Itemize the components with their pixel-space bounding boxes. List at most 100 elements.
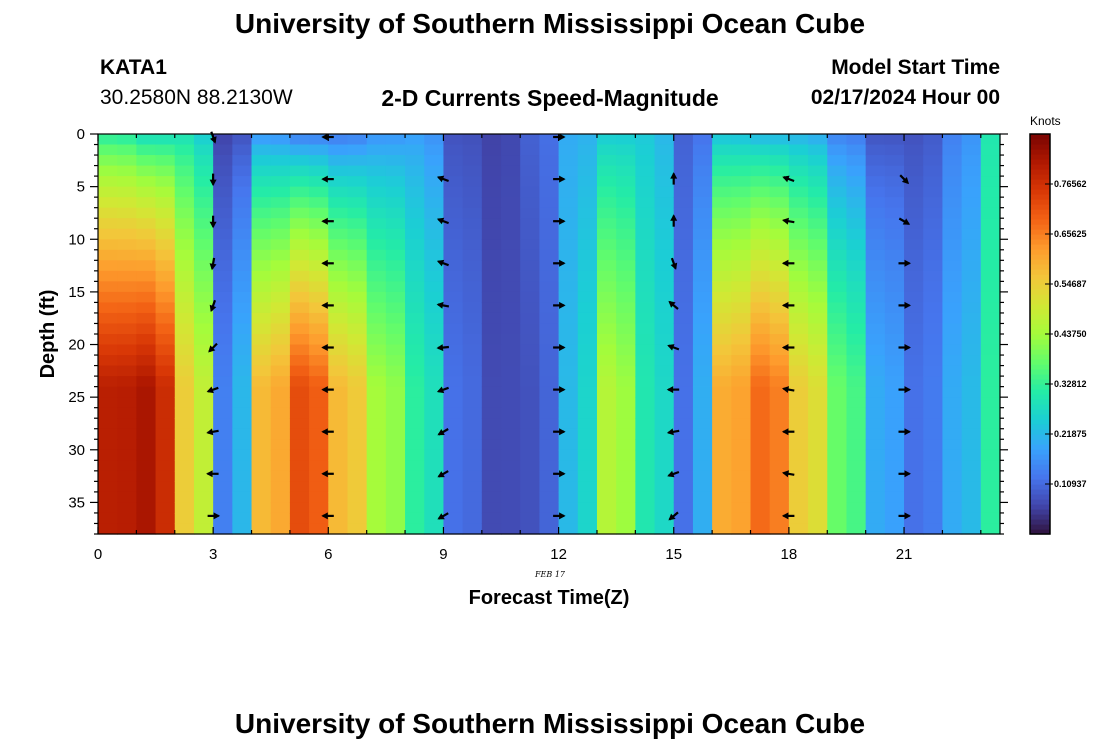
- heatmap-cell: [155, 323, 176, 335]
- heatmap-cell: [788, 270, 809, 282]
- heatmap-cell: [923, 355, 944, 367]
- heatmap-cell: [846, 270, 867, 282]
- heatmap-cell: [289, 228, 310, 240]
- heatmap-cell: [539, 134, 560, 146]
- heatmap-cell: [366, 512, 387, 525]
- heatmap-cell: [443, 218, 464, 230]
- heatmap-cell: [251, 502, 272, 514]
- heatmap-cell: [558, 512, 579, 525]
- heatmap-cell: [635, 460, 656, 472]
- heatmap-cell: [328, 291, 349, 304]
- heatmap-cell: [788, 239, 809, 251]
- heatmap-cell: [923, 439, 944, 451]
- heatmap-cell: [462, 439, 483, 451]
- heatmap-cell: [904, 197, 924, 209]
- heatmap-cell: [213, 439, 233, 451]
- heatmap-cell: [827, 481, 848, 493]
- heatmap-cell: [213, 249, 233, 261]
- heatmap-cell: [808, 239, 828, 251]
- heatmap-cell: [596, 439, 617, 451]
- heatmap-cell: [961, 218, 982, 230]
- heatmap-cell: [884, 481, 905, 493]
- colorbar-band: [1030, 249, 1050, 255]
- heatmap-cell: [501, 176, 521, 188]
- heatmap-cell: [980, 144, 1001, 156]
- heatmap-cell: [635, 376, 656, 388]
- heatmap-cell: [616, 176, 636, 188]
- heatmap-cell: [213, 312, 233, 325]
- heatmap-cell: [539, 323, 560, 335]
- heatmap-cell: [270, 249, 291, 261]
- heatmap-cell: [980, 302, 1001, 314]
- colorbar-band: [1030, 174, 1050, 180]
- heatmap-cell: [558, 376, 579, 388]
- heatmap-cell: [193, 165, 214, 177]
- heatmap-cell: [750, 176, 771, 188]
- heatmap-cell: [481, 355, 502, 367]
- heatmap-cell: [309, 460, 329, 472]
- heatmap-cell: [98, 228, 118, 240]
- heatmap-cell: [424, 491, 445, 504]
- heatmap-cell: [712, 165, 732, 177]
- heatmap-cell: [923, 155, 944, 167]
- heatmap-cell: [788, 312, 809, 325]
- heatmap-cell: [405, 449, 425, 461]
- heatmap-cell: [731, 502, 752, 514]
- current-arrow: [898, 259, 911, 267]
- heatmap-cell: [405, 186, 425, 198]
- heatmap-cell: [865, 470, 886, 482]
- x-tick-label: 0: [94, 546, 102, 563]
- colorbar-band: [1030, 384, 1050, 390]
- heatmap-cell: [539, 176, 560, 188]
- heatmap-cell: [347, 460, 368, 472]
- heatmap-cell: [942, 523, 963, 535]
- heatmap-cell: [520, 270, 540, 282]
- heatmap-cell: [136, 197, 157, 209]
- heatmap-cell: [750, 155, 771, 167]
- heatmap-cell: [731, 165, 752, 177]
- heatmap-cell: [117, 460, 137, 472]
- heatmap-cell: [635, 439, 656, 451]
- heatmap-cell: [616, 144, 636, 156]
- heatmap-cell: [232, 365, 253, 377]
- heatmap-cell: [692, 355, 713, 367]
- heatmap-cell: [731, 512, 752, 525]
- heatmap-cell: [443, 176, 464, 188]
- current-arrow: [898, 344, 911, 351]
- heatmap-cell: [117, 197, 137, 209]
- heatmap-cell: [98, 428, 118, 440]
- heatmap-cell: [616, 186, 636, 198]
- heatmap-cell: [520, 186, 540, 198]
- heatmap-cell: [788, 334, 809, 346]
- heatmap-cell: [155, 502, 176, 514]
- heatmap-cell: [577, 249, 598, 261]
- heatmap-cell: [443, 239, 464, 251]
- heatmap-cell: [347, 197, 368, 209]
- heatmap-cell: [193, 312, 214, 325]
- heatmap-cell: [846, 218, 867, 230]
- heatmap-cell: [750, 470, 771, 482]
- heatmap-cell: [366, 218, 387, 230]
- heatmap-cell: [520, 386, 540, 398]
- heatmap-cell: [385, 386, 406, 398]
- heatmap-cell: [462, 134, 483, 146]
- heatmap-cell: [750, 312, 771, 325]
- colorbar-band: [1030, 189, 1050, 195]
- heatmap-cell: [117, 470, 137, 482]
- heatmap-cell: [904, 207, 924, 219]
- heatmap-cell: [884, 165, 905, 177]
- heatmap-cell: [328, 439, 349, 451]
- heatmap-cell: [328, 249, 349, 261]
- heatmap-cell: [961, 439, 982, 451]
- heatmap-cell: [136, 281, 157, 293]
- heatmap-cell: [270, 134, 291, 146]
- heatmap-cell: [270, 376, 291, 388]
- heatmap-cell: [251, 228, 272, 240]
- heatmap-cell: [961, 512, 982, 525]
- colorbar-band: [1030, 244, 1050, 250]
- heatmap-cell: [577, 365, 598, 377]
- heatmap-cell: [405, 460, 425, 472]
- heatmap-cell: [481, 523, 502, 535]
- heatmap-cell: [424, 186, 445, 198]
- heatmap-cell: [174, 249, 195, 261]
